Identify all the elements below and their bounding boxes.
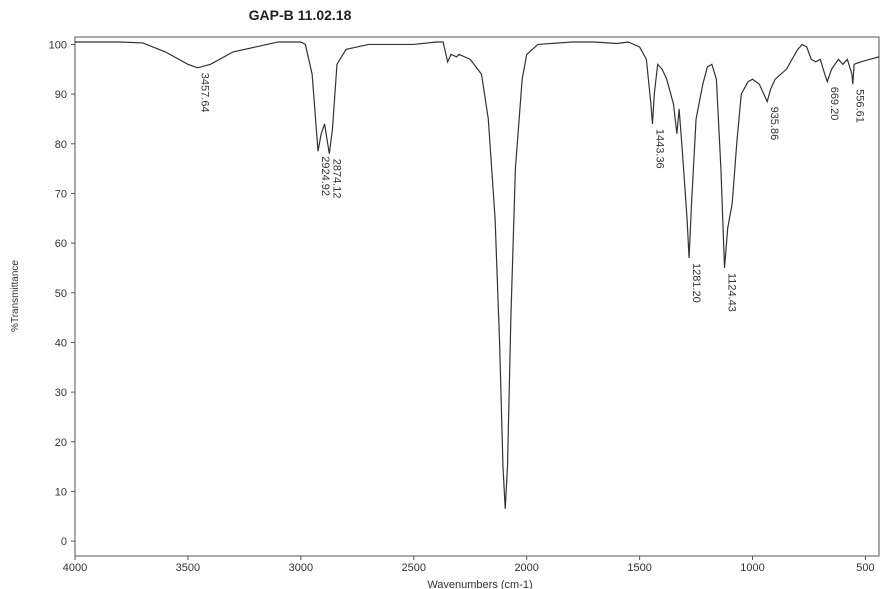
y-tick-label: 50 (55, 288, 67, 300)
y-tick-label: 10 (55, 486, 67, 498)
x-tick-label: 2000 (514, 562, 538, 574)
peak-label: 556.61 (854, 89, 866, 123)
peak-label: 2874.12 (330, 159, 342, 199)
peak-label: 1281.20 (690, 263, 702, 303)
y-tick-label: 30 (55, 387, 67, 399)
peak-label: 935.86 (768, 107, 780, 141)
y-tick-label: 90 (55, 89, 67, 101)
y-tick-label: 80 (55, 139, 67, 151)
x-tick-label: 3500 (176, 562, 200, 574)
x-tick-label: 500 (856, 562, 874, 574)
x-axis-label: Wavenumbers (cm-1) (427, 579, 532, 589)
x-tick-label: 2500 (402, 562, 426, 574)
y-tick-label: 20 (55, 437, 67, 449)
plot-frame (74, 36, 880, 557)
y-axis-label: %Transmittance (10, 260, 21, 332)
x-tick-label: 4000 (63, 562, 87, 574)
y-tick-label: 0 (61, 536, 67, 548)
y-tick-label: 100 (49, 39, 67, 51)
peak-label: 3457.64 (198, 73, 210, 113)
y-tick-label: 70 (55, 188, 67, 200)
x-tick-label: 1500 (627, 562, 651, 574)
peak-label: 1443.36 (653, 129, 665, 169)
peak-label: 1124.43 (725, 273, 737, 312)
x-tick-label: 1000 (740, 562, 764, 574)
y-tick-label: 40 (55, 337, 67, 349)
peak-label: 2924.92 (319, 156, 331, 196)
chart-title: GAP-B 11.02.18 (249, 7, 352, 23)
x-tick-label: 3000 (289, 562, 313, 574)
y-tick-label: 60 (55, 238, 67, 250)
peak-label: 669.20 (828, 87, 840, 121)
spectrum-line (75, 41, 880, 509)
